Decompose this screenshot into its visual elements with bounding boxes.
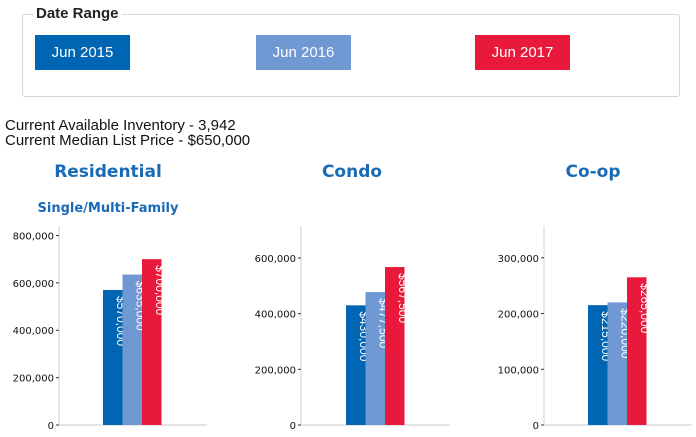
bar-jun-2017 [142,259,162,425]
chart-subtitle: Single/Multi-Family [38,201,179,216]
summary-info: Current Available Inventory - 3,942 Curr… [5,118,250,148]
inventory-text: Current Available Inventory - 3,942 [5,117,236,134]
chart-title: Co-op [565,162,620,182]
y-tick-label: 0 [48,421,54,432]
bar-jun-2016 [122,274,142,425]
chart-title: Residential [54,162,162,182]
y-tick-label: 400,000 [255,310,296,321]
y-tick-label: 100,000 [498,365,539,376]
y-tick-label: 800,000 [13,231,54,242]
bar-jun-2016 [607,302,627,425]
bar-jun-2015 [103,289,123,425]
chart-title: Condo [322,162,382,182]
y-tick-label: 200,000 [498,310,539,321]
bar-data-label: $265,000 [638,283,652,333]
bar-jun-2016 [365,292,385,425]
y-tick-label: 0 [533,421,539,432]
y-tick-label: 300,000 [498,254,539,265]
y-tick-label: 0 [290,421,296,432]
bar-jun-2017 [385,267,405,425]
date-range-legend: Date Range [33,5,122,23]
jun-2016-button[interactable]: Jun 2016 [256,35,351,70]
y-tick-label: 600,000 [13,279,54,290]
date-range-fieldset: Date Range [22,5,680,97]
jun-2015-button[interactable]: Jun 2015 [35,35,130,70]
median-price-text: Current Median List Price - $650,000 [5,132,251,149]
bar-jun-2017 [627,277,647,425]
y-tick-label: 400,000 [13,326,54,337]
jun-2017-button[interactable]: Jun 2017 [475,35,570,70]
bar-data-label: $700,000 [153,265,167,315]
bar-jun-2015 [588,305,608,425]
y-tick-label: 200,000 [13,374,54,385]
y-tick-label: 200,000 [255,365,296,376]
y-tick-label: 600,000 [255,254,296,265]
bar-data-label: $567,500 [396,273,410,323]
bar-jun-2015 [346,305,366,425]
